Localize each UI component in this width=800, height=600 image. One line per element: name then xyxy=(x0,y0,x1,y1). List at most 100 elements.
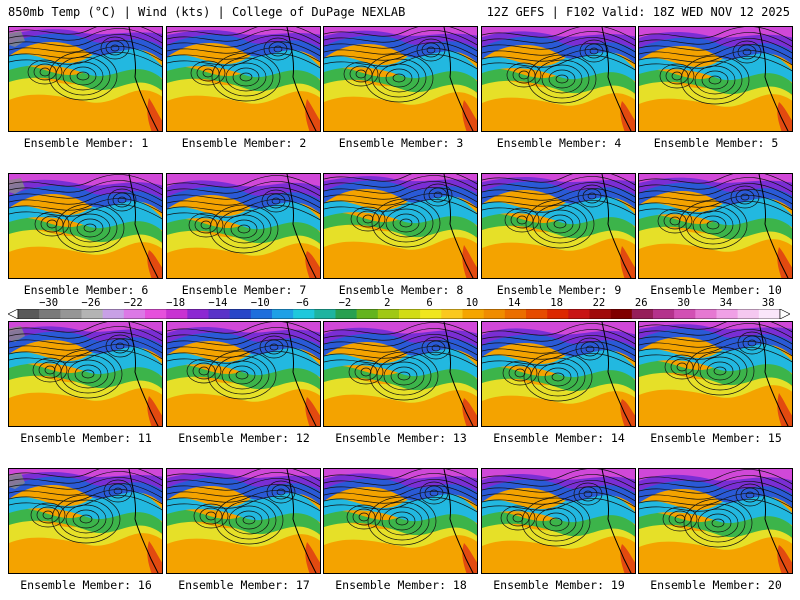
colorbar-swatch xyxy=(187,309,209,319)
temperature-wind-map xyxy=(9,174,162,278)
ensemble-member-label: Ensemble Member: 6 xyxy=(23,283,149,297)
temperature-wind-map xyxy=(167,174,320,278)
colorbar-swatches xyxy=(8,309,790,319)
ensemble-member-label: Ensemble Member: 15 xyxy=(650,431,782,445)
colorbar-swatch xyxy=(631,309,654,319)
colorbar-swatch xyxy=(589,309,611,319)
ensemble-map-panel xyxy=(166,26,321,132)
colorbar-swatch xyxy=(737,309,760,319)
colorbar-tick-label: 30 xyxy=(677,297,690,309)
ensemble-member-label: Ensemble Member: 17 xyxy=(178,578,310,592)
colorbar-swatch xyxy=(568,309,590,319)
ensemble-map-panel xyxy=(8,26,163,132)
ensemble-map-panel xyxy=(323,173,478,279)
colorbar-tick-label: 10 xyxy=(465,297,479,309)
temperature-wind-map xyxy=(482,174,635,278)
colorbar-swatch xyxy=(610,309,633,319)
colorbar-swatch xyxy=(504,309,527,319)
colorbar-swatch xyxy=(420,309,442,319)
colorbar-swatch xyxy=(716,309,738,319)
ensemble-member-label: Ensemble Member: 12 xyxy=(178,431,310,445)
ensemble-member-label: Ensemble Member: 7 xyxy=(181,283,307,297)
colorbar-swatch xyxy=(356,309,379,319)
colorbar-swatch xyxy=(39,309,61,319)
ensemble-map-panel xyxy=(8,321,163,427)
ensemble-member-label: Ensemble Member: 5 xyxy=(653,136,779,150)
temperature-wind-map xyxy=(324,174,477,278)
ensemble-map-panel xyxy=(481,321,636,427)
colorbar-swatch xyxy=(695,309,717,319)
colorbar-tick-label: 26 xyxy=(634,297,648,309)
colorbar-tick-label: 34 xyxy=(719,297,733,309)
colorbar-swatch xyxy=(229,309,252,319)
ensemble-map-panel xyxy=(8,468,163,574)
colorbar-swatch xyxy=(314,309,336,319)
colorbar-swatch xyxy=(123,309,146,319)
temperature-wind-map xyxy=(9,27,162,131)
colorbar-tick-label: −26 xyxy=(81,297,101,309)
colorbar-swatch xyxy=(674,309,696,319)
colorbar-swatch xyxy=(758,309,781,319)
ensemble-member-label: Ensemble Member: 8 xyxy=(338,283,464,297)
temperature-wind-map xyxy=(639,174,792,278)
colorbar-swatch xyxy=(377,309,400,319)
ensemble-map-panel xyxy=(323,26,478,132)
colorbar-min-arrow xyxy=(8,309,19,319)
ensemble-member-label: Ensemble Member: 19 xyxy=(493,578,625,592)
ensemble-map-panel xyxy=(481,173,636,279)
temperature-wind-map xyxy=(9,469,162,573)
temperature-wind-map xyxy=(9,322,162,426)
ensemble-member-label: Ensemble Member: 1 xyxy=(23,136,149,150)
temperature-wind-map xyxy=(167,27,320,131)
colorbar-swatch xyxy=(399,309,421,319)
colorbar-swatch xyxy=(81,309,103,319)
temperature-wind-map xyxy=(482,322,635,426)
ensemble-member-label: Ensemble Member: 18 xyxy=(335,578,467,592)
colorbar-swatch xyxy=(526,309,548,319)
ensemble-map-panel xyxy=(166,321,321,427)
temperature-wind-map xyxy=(167,469,320,573)
ensemble-map-panel xyxy=(638,173,793,279)
ensemble-member-label: Ensemble Member: 4 xyxy=(496,136,622,150)
ensemble-map-panel xyxy=(8,173,163,279)
colorbar-tick-label: −10 xyxy=(250,297,270,309)
colorbar-swatch xyxy=(272,309,294,319)
ensemble-map-panel xyxy=(481,26,636,132)
temperature-wind-map xyxy=(324,469,477,573)
ensemble-member-label: Ensemble Member: 14 xyxy=(493,431,625,445)
colorbar-swatch xyxy=(208,309,230,319)
colorbar-swatch xyxy=(335,309,357,319)
ensemble-member-label: Ensemble Member: 16 xyxy=(20,578,152,592)
temperature-colorbar: −30 −26 −22 −18 −14 −10 −6 −2 2 6 10 14 18 22 26 30 34 38… xyxy=(8,297,790,322)
colorbar-max-arrow xyxy=(779,309,790,319)
ensemble-member-label: Ensemble Member: 10 xyxy=(650,283,782,297)
colorbar-tick-label: 38 xyxy=(761,297,775,309)
colorbar-swatch xyxy=(483,309,506,319)
temperature-wind-map xyxy=(167,322,320,426)
colorbar-tick-label: −30 xyxy=(39,297,59,309)
temperature-wind-map xyxy=(639,27,792,131)
colorbar-swatch xyxy=(60,309,82,319)
colorbar-swatch xyxy=(166,309,188,319)
colorbar-swatch xyxy=(145,309,167,319)
colorbar-tick-label: −6 xyxy=(296,297,309,309)
colorbar-tick-label: −14 xyxy=(208,297,228,309)
map-title: 850mb Temp (°C) | Wind (kts) | College o… xyxy=(8,5,406,19)
ensemble-map-panel xyxy=(323,321,478,427)
temperature-wind-map xyxy=(639,322,792,426)
temperature-wind-map xyxy=(324,27,477,131)
ensemble-member-label: Ensemble Member: 13 xyxy=(335,431,467,445)
ensemble-map-panel xyxy=(638,321,793,427)
colorbar-swatch xyxy=(250,309,273,319)
ensemble-map-panel xyxy=(638,26,793,132)
ensemble-member-label: Ensemble Member: 3 xyxy=(338,136,464,150)
ensemble-member-label: Ensemble Member: 9 xyxy=(496,283,622,297)
ensemble-map-panel xyxy=(481,468,636,574)
run-valid-time: 12Z GEFS | F102 Valid: 18Z WED NOV 12 20… xyxy=(486,5,790,19)
colorbar-tick-label: 22 xyxy=(592,297,606,309)
colorbar-tick-label: −2 xyxy=(338,297,352,309)
ensemble-member-label: Ensemble Member: 2 xyxy=(181,136,307,150)
colorbar-tick-label: −18 xyxy=(166,297,186,309)
colorbar-swatch xyxy=(18,309,40,319)
colorbar-swatch xyxy=(547,309,569,319)
